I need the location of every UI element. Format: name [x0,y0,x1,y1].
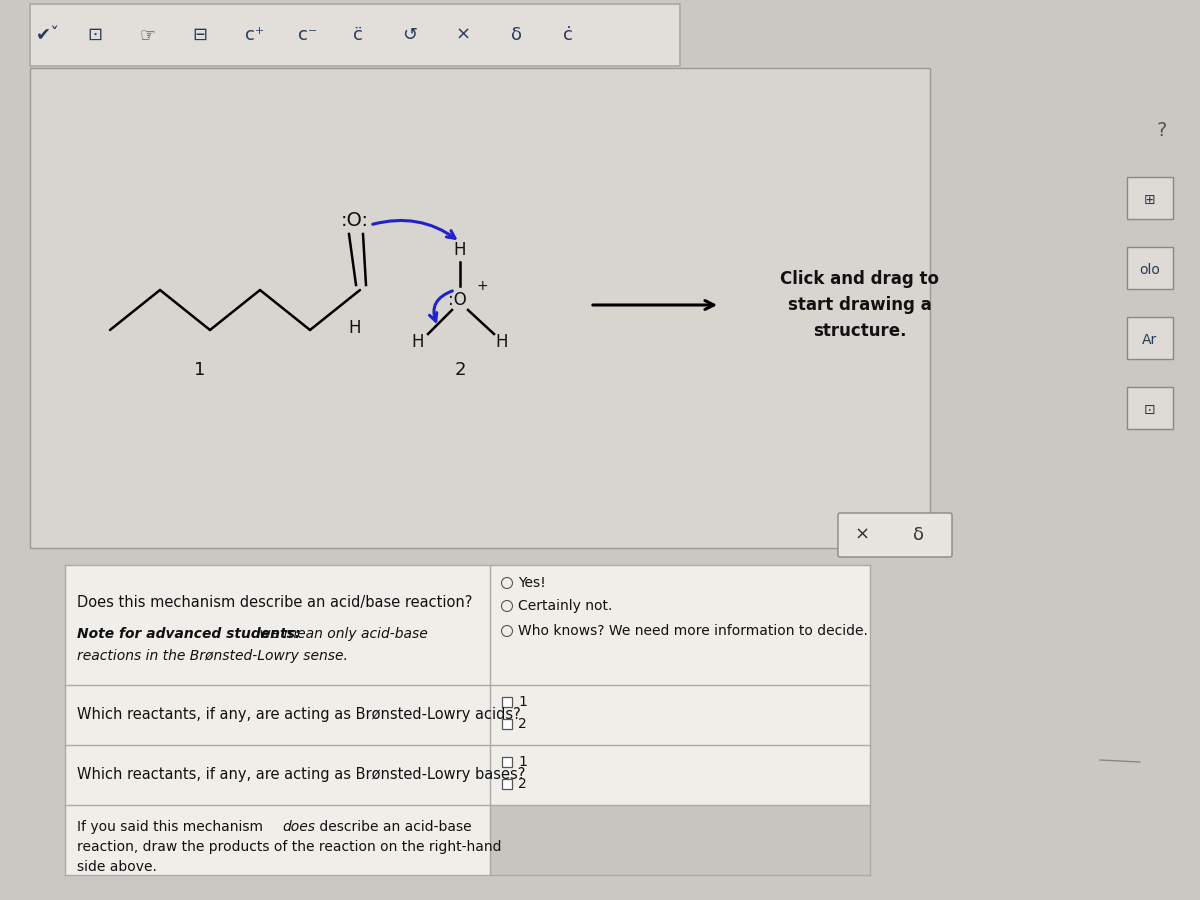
Text: H: H [349,319,361,337]
Text: ✔ˇ: ✔ˇ [36,26,60,44]
Text: δ: δ [510,26,522,44]
Text: 2: 2 [518,777,527,791]
Text: δ: δ [912,526,924,544]
Text: ☞: ☞ [140,26,156,44]
Text: Note for advanced students:: Note for advanced students: [77,627,300,641]
Text: Which reactants, if any, are acting as Brønsted-Lowry bases?: Which reactants, if any, are acting as B… [77,768,526,782]
Text: olo: olo [1140,263,1160,277]
Text: H: H [496,333,509,351]
FancyBboxPatch shape [838,513,952,557]
Text: side above.: side above. [77,860,157,874]
Text: 1: 1 [194,361,205,379]
FancyBboxPatch shape [1127,317,1174,359]
FancyBboxPatch shape [30,4,680,66]
Text: c̈: c̈ [353,26,362,44]
Text: Ar: Ar [1142,333,1158,347]
FancyBboxPatch shape [502,719,512,729]
FancyBboxPatch shape [30,68,930,548]
Text: Certainly not.: Certainly not. [518,599,612,613]
Text: ?: ? [1157,121,1168,140]
FancyBboxPatch shape [1127,247,1174,289]
Text: Does this mechanism describe an acid/base reaction?: Does this mechanism describe an acid/bas… [77,595,473,610]
Text: ⊞: ⊞ [1144,193,1156,207]
Text: 2: 2 [455,361,466,379]
Text: we mean only acid-base: we mean only acid-base [256,627,427,641]
FancyBboxPatch shape [502,779,512,789]
Text: 2: 2 [518,717,527,731]
Text: 1: 1 [518,695,527,709]
Text: ⊡: ⊡ [1144,403,1156,417]
Text: ċ: ċ [563,26,572,44]
Text: Yes!: Yes! [518,576,546,590]
Text: ⊟: ⊟ [192,26,208,44]
Text: ↺: ↺ [402,26,418,44]
Text: 1: 1 [518,755,527,769]
Text: reactions in the Brønsted-Lowry sense.: reactions in the Brønsted-Lowry sense. [77,649,348,663]
Text: H: H [412,333,425,351]
Text: :O: :O [448,291,467,309]
Text: ⊡: ⊡ [88,26,102,44]
Text: does: does [282,820,314,834]
Text: H: H [454,241,467,259]
FancyBboxPatch shape [1127,387,1174,429]
FancyBboxPatch shape [65,565,490,875]
Text: Click and drag to
start drawing a
structure.: Click and drag to start drawing a struct… [780,270,940,340]
FancyBboxPatch shape [502,757,512,767]
Text: c⁻: c⁻ [299,26,318,44]
Text: Who knows? We need more information to decide.: Who knows? We need more information to d… [518,624,868,638]
Text: Which reactants, if any, are acting as Brønsted-Lowry acids?: Which reactants, if any, are acting as B… [77,707,521,723]
Text: :O:: :O: [341,211,370,230]
FancyBboxPatch shape [502,697,512,707]
FancyBboxPatch shape [1127,177,1174,219]
Text: If you said this mechanism: If you said this mechanism [77,820,268,834]
Text: ×: × [854,526,870,544]
Text: +: + [476,279,488,293]
Text: describe an acid-base: describe an acid-base [314,820,472,834]
FancyBboxPatch shape [490,565,870,875]
Text: reaction, draw the products of the reaction on the right-hand: reaction, draw the products of the react… [77,840,502,854]
Text: c⁺: c⁺ [245,26,265,44]
FancyBboxPatch shape [490,805,870,875]
Text: ×: × [456,26,470,44]
